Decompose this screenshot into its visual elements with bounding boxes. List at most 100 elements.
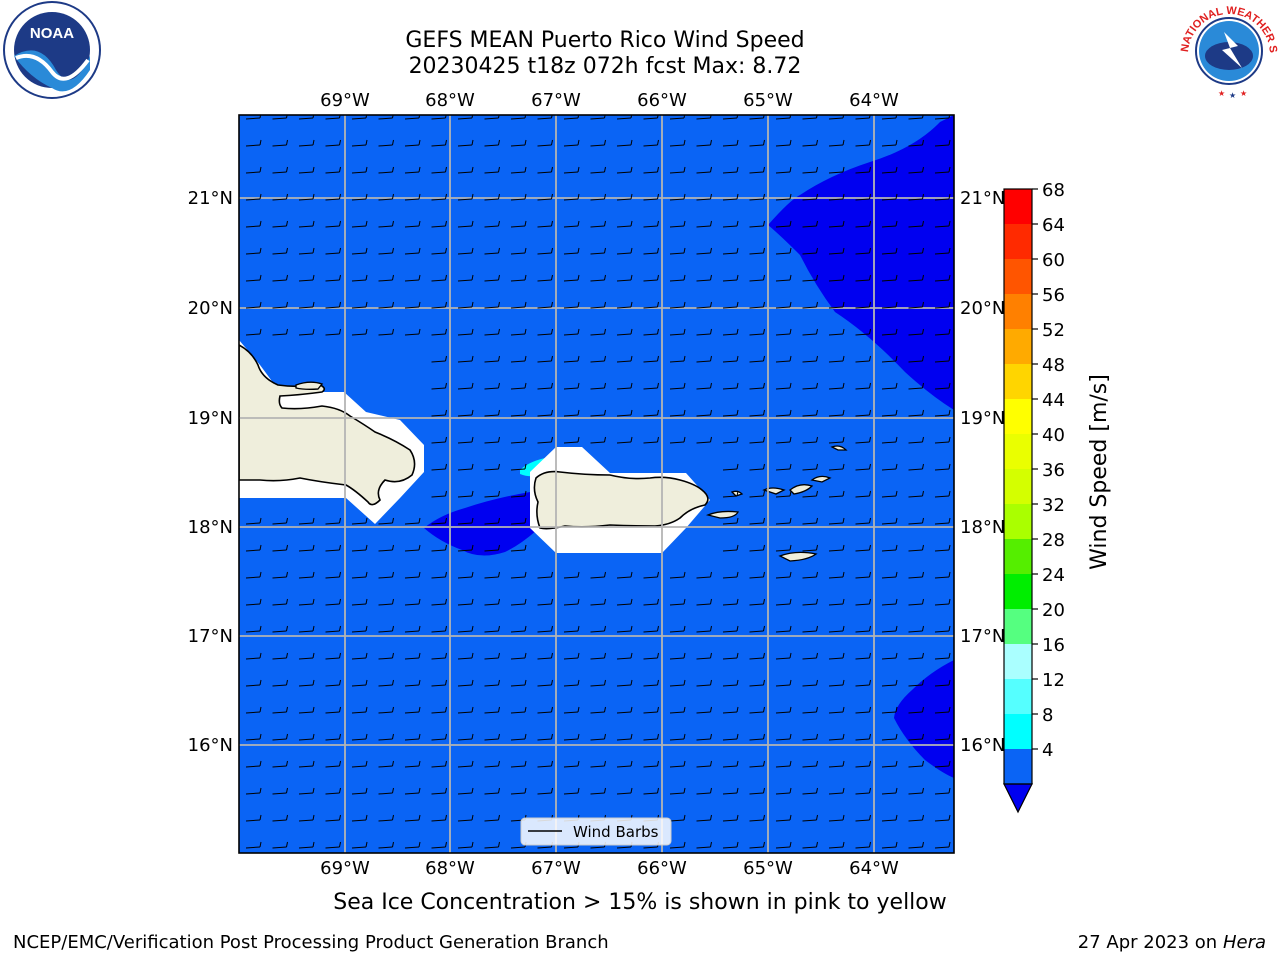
wind-barb <box>298 733 315 741</box>
wind-barb <box>802 625 818 633</box>
wind-barb <box>298 787 315 795</box>
wind-barb <box>722 328 739 336</box>
wind-barb <box>378 301 394 309</box>
wind-barb <box>934 220 951 228</box>
wind-barb <box>802 517 818 525</box>
colorbar-segment <box>1004 469 1032 504</box>
wind-barb <box>749 706 765 714</box>
wind-barb <box>669 814 686 822</box>
colorbar-segment <box>1004 679 1032 714</box>
wind-barb <box>934 625 951 633</box>
wind-barb <box>351 571 368 579</box>
wind-barb <box>669 247 686 255</box>
wind-barb <box>802 436 818 444</box>
wind-barb <box>272 544 288 552</box>
wind-barb <box>404 841 421 849</box>
wind-barb <box>272 625 288 633</box>
wind-barb <box>457 706 474 714</box>
wind-barb <box>908 571 924 579</box>
wind-barb <box>404 598 421 606</box>
wind-barb <box>431 841 447 849</box>
wind-barb <box>934 139 951 147</box>
wind-barb <box>881 328 898 336</box>
wind-barb <box>828 139 845 147</box>
wind-barb <box>881 571 898 579</box>
wind-barb <box>722 436 739 444</box>
wind-barb <box>325 598 341 606</box>
wind-barb <box>510 652 527 660</box>
colorbar-segment <box>1004 434 1032 469</box>
colorbar-tick-label: 40 <box>1042 425 1065 446</box>
wind-barb <box>908 409 924 417</box>
wind-barb <box>272 733 288 741</box>
wind-barb <box>616 355 633 363</box>
wind-barb <box>696 220 712 228</box>
colorbar-segment <box>1004 224 1032 259</box>
st-croix-island <box>778 551 818 562</box>
wind-barb <box>802 814 818 822</box>
wind-barb <box>749 652 765 660</box>
wind-barb <box>590 679 606 687</box>
wind-barb <box>431 706 447 714</box>
lon-label-top: 65°W <box>743 90 793 111</box>
wind-barb <box>881 598 898 606</box>
wind-barb <box>378 139 394 147</box>
wind-barb <box>272 598 288 606</box>
wind-barb <box>722 166 739 174</box>
wind-barb <box>510 247 527 255</box>
wind-barb <box>669 625 686 633</box>
wind-barb <box>404 328 421 336</box>
wind-barb <box>749 382 765 390</box>
wind-barb <box>351 517 368 525</box>
wind-barb <box>669 841 686 849</box>
wind-barb <box>616 301 633 309</box>
wind-barb <box>378 220 394 228</box>
wind-barb <box>934 355 951 363</box>
wind-barb <box>457 139 474 147</box>
wind-barb <box>245 706 262 714</box>
wind-barb <box>484 652 500 660</box>
wind-barb <box>828 598 845 606</box>
wind-barb <box>881 652 898 660</box>
wind-barb <box>563 409 580 417</box>
wind-barb <box>272 274 288 282</box>
wind-barb <box>696 814 712 822</box>
wind-barb <box>298 328 315 336</box>
wind-barb <box>537 166 553 174</box>
wind-barb <box>643 139 659 147</box>
wind-barb <box>484 517 500 525</box>
svg-text:★: ★ <box>1229 91 1236 100</box>
virgin-islands-3 <box>810 475 832 483</box>
colorbar-segment <box>1004 504 1032 539</box>
wind-barb <box>457 382 474 390</box>
wind-barb <box>431 409 447 417</box>
wind-barb <box>775 490 792 498</box>
wind-barb <box>563 706 580 714</box>
wind-barb <box>325 220 341 228</box>
wind-barb <box>351 247 368 255</box>
wind-barb <box>881 247 898 255</box>
wind-barb <box>298 247 315 255</box>
wind-barb <box>457 355 474 363</box>
wind-barb <box>775 571 792 579</box>
wind-barb <box>934 841 951 849</box>
wind-barb <box>351 139 368 147</box>
wind-barb <box>722 598 739 606</box>
wind-barb <box>510 544 527 552</box>
wind-barb <box>404 544 421 552</box>
wind-barb <box>908 193 924 201</box>
wind-barb <box>775 463 792 471</box>
wind-barb <box>775 301 792 309</box>
wind-barb <box>828 787 845 795</box>
wind-barb <box>696 652 712 660</box>
wind-barb <box>749 463 765 471</box>
wind-barb <box>245 652 262 660</box>
colorbar-segment <box>1004 609 1032 644</box>
wind-barb <box>908 274 924 282</box>
wind-barb <box>643 706 659 714</box>
wind-barb <box>855 706 871 714</box>
wind-barb <box>749 166 765 174</box>
wind-barb <box>457 517 474 525</box>
wind-barb <box>669 760 686 768</box>
wind-barb <box>802 328 818 336</box>
